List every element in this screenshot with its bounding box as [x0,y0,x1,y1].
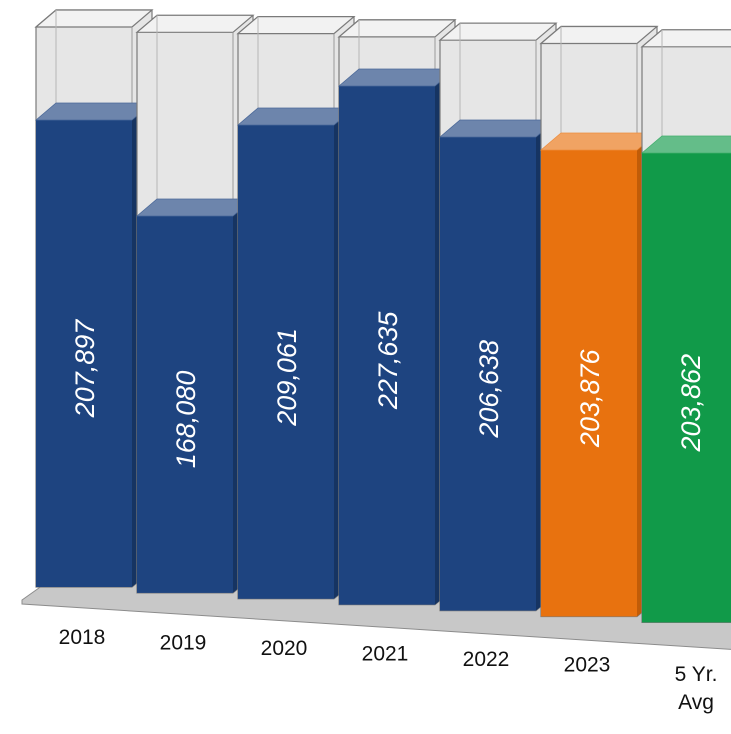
bar-value-label: 203,862 [676,354,706,453]
bar-top [438,119,558,138]
bar-top [337,68,457,87]
bar-2018: 207,897 [34,9,154,588]
bar-front [541,150,637,617]
category-label: 5 Yr. Avg [675,663,718,714]
bar-top [236,107,356,126]
bar-2020: 209,061 [236,16,356,600]
bar-front [137,216,233,593]
bar-front [238,125,334,599]
bar-front [36,120,132,587]
bar-container-top [135,14,255,33]
bar-front [440,137,536,611]
category-labels: 2018 2019 2020 2021 2022 2023 5 Yr. Avg [59,626,718,714]
bar-container-top [337,19,457,38]
bar-2022: 206,638 [438,22,558,612]
bar-container-top [640,29,731,48]
category-label: 2022 [463,648,510,671]
bars: 207,897 168,080 209,061 227,635 206,638 203,8… [34,9,731,624]
bar-container-top [539,25,659,45]
bar-2019: 168,080 [135,14,255,594]
bar-front [642,153,731,623]
bar-5-yr-avg: 203,862 [640,29,731,624]
category-label: 2019 [160,632,207,655]
bar-value-label: 227,635 [373,311,403,411]
bar-top [135,198,255,217]
category-label: 2020 [261,637,308,660]
bar-container-top [236,16,356,35]
bar-value-label: 207,897 [70,319,100,419]
bar-top [640,135,731,154]
bar-2023: 203,876 [539,25,659,618]
bar-top [539,132,659,151]
bar-container-top [34,9,154,28]
bar-value-label: 206,638 [474,340,504,439]
bar-container-top [438,22,558,41]
bar-front [339,86,435,605]
bar-2021: 227,635 [337,19,457,606]
bar-value-label: 168,080 [171,371,201,469]
category-label: 2023 [564,654,611,677]
bar-top [34,102,154,121]
bar-value-label: 209,061 [272,328,302,427]
category-label: 2021 [362,643,409,666]
bar-value-label: 203,876 [575,348,605,448]
category-label: 2018 [59,626,106,649]
